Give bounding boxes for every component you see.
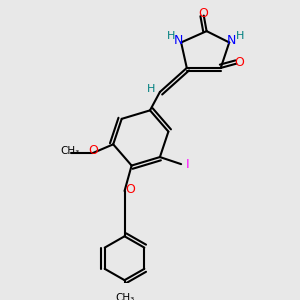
Text: H: H: [236, 31, 244, 41]
Text: N: N: [227, 34, 236, 47]
Text: N: N: [174, 34, 184, 47]
Text: O: O: [125, 183, 135, 196]
Text: CH₃: CH₃: [115, 293, 134, 300]
Text: CH₃: CH₃: [61, 146, 80, 155]
Text: O: O: [88, 144, 98, 157]
Text: H: H: [167, 31, 176, 41]
Text: H: H: [147, 84, 156, 94]
Text: I: I: [185, 158, 189, 171]
Text: O: O: [234, 56, 244, 69]
Text: O: O: [198, 7, 208, 20]
